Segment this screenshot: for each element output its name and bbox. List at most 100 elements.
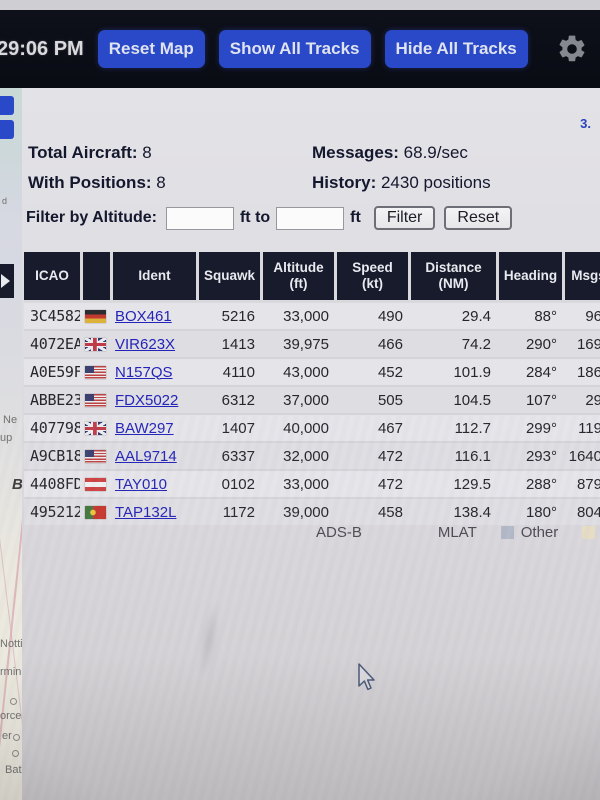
- history-label: History:: [312, 173, 377, 192]
- clock: 29:06 PM: [0, 37, 84, 60]
- reset-map-button[interactable]: Reset Map: [97, 30, 205, 68]
- flag-cell: [80, 329, 110, 357]
- sidebar-toggle-button[interactable]: [0, 264, 14, 298]
- table-row[interactable]: 495212 TAP132L 1172 39,000 458 138.4 180…: [24, 497, 600, 525]
- ident-cell: FDX5022: [110, 385, 196, 413]
- hide-all-tracks-button[interactable]: Hide All Tracks: [384, 30, 528, 68]
- distance-cell: 29.4: [408, 300, 496, 329]
- flag-cell: [80, 300, 110, 329]
- col-header-flag[interactable]: [80, 252, 110, 300]
- heading-cell: 293°: [496, 441, 562, 469]
- flag-icon: [84, 422, 106, 436]
- heading-cell: 180°: [496, 497, 562, 525]
- distance-cell: 129.5: [408, 469, 496, 497]
- speed-cell: 472: [334, 441, 408, 469]
- distance-cell: 116.1: [408, 441, 496, 469]
- ident-cell: BOX461: [110, 300, 196, 329]
- header-bar: 29:06 PM Reset Map Show All Tracks Hide …: [0, 10, 600, 88]
- speed-cell: 490: [334, 300, 408, 329]
- ident-link[interactable]: TAP132L: [115, 503, 177, 521]
- table-row[interactable]: A9CB18 AAL9714 6337 32,000 472 116.1 293…: [24, 441, 600, 469]
- col-header-icao[interactable]: ICAO: [24, 252, 80, 300]
- messages-label: Messages:: [312, 143, 399, 162]
- altitude-cell: 37,000: [260, 385, 334, 413]
- ft-to-label: ft to: [239, 209, 271, 226]
- ident-link[interactable]: BOX461: [115, 307, 172, 325]
- sidebar: 3. Total Aircraft: 8 With Positions: 8 M…: [22, 88, 600, 800]
- map-place-label: up: [0, 432, 13, 444]
- distance-cell: 138.4: [408, 497, 496, 525]
- map-place-label: Notti: [0, 638, 22, 650]
- ident-cell: N157QS: [110, 357, 196, 385]
- gear-icon[interactable]: [556, 33, 588, 65]
- map-place-label: rmin: [0, 666, 22, 678]
- squawk-cell: 1407: [196, 413, 260, 441]
- flag-icon: [84, 310, 106, 324]
- col-header-squawk[interactable]: Squawk: [196, 252, 260, 300]
- col-header-msgs[interactable]: Msgs: [562, 252, 600, 300]
- flag-icon: [84, 366, 106, 380]
- msgs-cell: 804: [562, 497, 600, 525]
- table-row[interactable]: 4408FD TAY010 0102 33,000 472 129.5 288°…: [24, 469, 600, 497]
- col-header-heading[interactable]: Heading: [496, 252, 562, 300]
- msgs-cell: 879: [562, 469, 600, 497]
- distance-cell: 112.7: [408, 413, 496, 441]
- flag-cell: [80, 441, 110, 469]
- flag-icon: [84, 478, 106, 492]
- table-row[interactable]: 407798 BAW297 1407 40,000 467 112.7 299°…: [24, 413, 600, 441]
- table-row[interactable]: 4072EA VIR623X 1413 39,975 466 74.2 290°…: [24, 329, 600, 357]
- version-label: 3.: [580, 116, 591, 131]
- map-zoom-in-button[interactable]: [0, 96, 14, 115]
- filter-button[interactable]: Filter: [373, 206, 436, 230]
- col-header-ident[interactable]: Ident: [110, 252, 196, 300]
- total-aircraft-stat: Total Aircraft: 8: [28, 138, 166, 168]
- table-row[interactable]: ABBE23 FDX5022 6312 37,000 505 104.5 107…: [24, 385, 600, 413]
- legend-label: MLAT: [437, 524, 477, 541]
- map-zoom-out-button[interactable]: [0, 120, 14, 139]
- icao-cell: 4072EA: [24, 329, 80, 357]
- msgs-cell: 119: [562, 413, 600, 441]
- history-stat: History: 2430 positions: [312, 168, 491, 198]
- reset-button[interactable]: Reset: [444, 206, 513, 230]
- aircraft-table: ICAO Ident Squawk Altitude (ft) Speed (k…: [24, 252, 600, 525]
- chevron-right-icon: [0, 274, 10, 288]
- with-positions-value: 8: [156, 173, 166, 192]
- speed-cell: 505: [334, 385, 408, 413]
- show-all-tracks-button[interactable]: Show All Tracks: [218, 30, 371, 68]
- legend: ADS-B MLAT Other T: [296, 524, 600, 541]
- ident-link[interactable]: VIR623X: [115, 335, 176, 353]
- squawk-cell: 1413: [196, 329, 260, 357]
- ident-link[interactable]: N157QS: [115, 363, 173, 381]
- col-header-speed[interactable]: Speed (kt): [334, 252, 408, 300]
- ident-link[interactable]: AAL9714: [115, 447, 177, 465]
- heading-cell: 107°: [496, 385, 562, 413]
- squawk-cell: 0102: [196, 469, 260, 497]
- map-strip[interactable]: d Ne up Br Notti rmin orcest er Bath: [0, 88, 22, 800]
- icao-cell: 495212: [24, 497, 80, 525]
- map-town-dot: [10, 698, 17, 705]
- flag-icon: [84, 450, 106, 464]
- col-header-altitude[interactable]: Altitude (ft): [260, 252, 334, 300]
- icao-cell: A9CB18: [24, 441, 80, 469]
- flag-cell: [80, 357, 110, 385]
- altitude-max-input[interactable]: [276, 206, 345, 230]
- table-row[interactable]: A0E59F N157QS 4110 43,000 452 101.9 284°…: [24, 357, 600, 385]
- ident-link[interactable]: TAY010: [115, 475, 167, 493]
- table-row[interactable]: 3C4582 BOX461 5216 33,000 490 29.4 88° 9…: [24, 300, 600, 329]
- legend-label: ADS-B: [316, 524, 362, 541]
- ident-cell: BAW297: [110, 413, 196, 441]
- ident-link[interactable]: FDX5022: [115, 391, 179, 409]
- heading-cell: 284°: [496, 357, 562, 385]
- messages-value: 68.9/sec: [403, 143, 468, 162]
- with-positions-label: With Positions:: [28, 173, 152, 192]
- col-header-distance[interactable]: Distance (NM): [408, 252, 496, 300]
- ident-cell: AAL9714: [110, 441, 196, 469]
- map-place-label: Br: [12, 476, 22, 493]
- filter-by-altitude-label: Filter by Altitude:: [26, 209, 157, 226]
- map-town-dot: [12, 750, 19, 757]
- other-swatch: [500, 526, 514, 539]
- altitude-min-input[interactable]: [165, 206, 234, 230]
- msgs-cell: 169: [562, 329, 600, 357]
- flag-cell: [80, 497, 110, 525]
- ident-link[interactable]: BAW297: [115, 419, 174, 437]
